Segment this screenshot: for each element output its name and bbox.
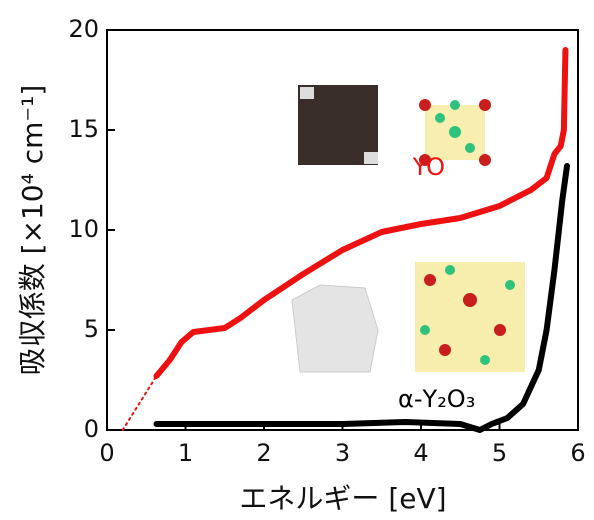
chart: エネルギー [eV] 吸収係数 [×10⁴ cm⁻¹] 0 1 2 3 4 5 6 0 5 10 1… bbox=[0, 0, 594, 520]
y-tick-label: 15 bbox=[68, 115, 99, 143]
y-tick-label: 10 bbox=[68, 215, 99, 243]
y-tick-label: 0 bbox=[84, 415, 99, 443]
sample-photo-y2o3 bbox=[292, 285, 378, 372]
x-tick-label: 3 bbox=[335, 439, 350, 467]
x-tick-label: 4 bbox=[413, 439, 428, 467]
x-axis-label: エネルギー [eV] bbox=[239, 482, 446, 515]
y-tick-label: 20 bbox=[68, 15, 99, 43]
x-tick-label: 2 bbox=[256, 439, 271, 467]
x-tick-label: 1 bbox=[178, 439, 193, 467]
sample-photo-yo bbox=[298, 85, 378, 165]
x-tick-label: 5 bbox=[492, 439, 507, 467]
crystal-y2o3 bbox=[415, 262, 525, 372]
y-axis-label: 吸収係数 [×10⁴ cm⁻¹] bbox=[16, 85, 49, 376]
x-tick-label: 0 bbox=[99, 439, 114, 467]
y-tick-label: 5 bbox=[84, 315, 99, 343]
x-tick-label: 6 bbox=[570, 439, 585, 467]
series-label: YO bbox=[412, 153, 445, 181]
series-label: α-Y₂O₃ bbox=[398, 385, 475, 413]
extrapolation-line bbox=[123, 376, 157, 430]
